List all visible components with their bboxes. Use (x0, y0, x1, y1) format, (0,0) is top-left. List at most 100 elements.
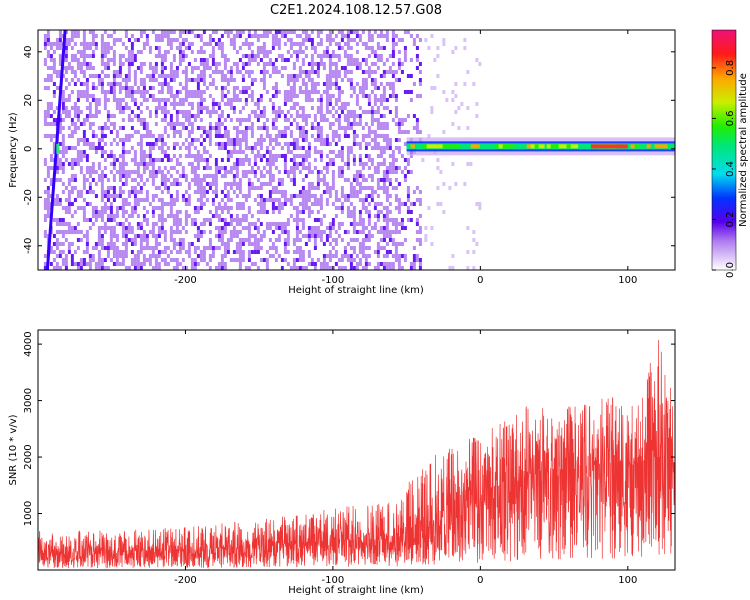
heatmap-cell (64, 58, 68, 62)
heatmap-cell (157, 222, 161, 226)
heatmap-cell (217, 106, 221, 110)
heatmap-cell (250, 190, 254, 194)
heatmap-cell (370, 246, 374, 250)
heatmap-cell (184, 174, 188, 178)
heatmap-cell (112, 218, 116, 222)
heatmap-cell (130, 226, 134, 230)
heatmap-cell (115, 258, 119, 262)
heatmap-cell (280, 190, 284, 194)
heatmap-cell (238, 118, 242, 122)
heatmap-cell (58, 258, 62, 262)
heatmap-cell (373, 206, 377, 210)
heatmap-cell (223, 62, 227, 66)
heatmap-cell (145, 206, 149, 210)
heatmap-cell (274, 38, 278, 42)
heatmap-cell (118, 182, 122, 186)
heatmap-cell (70, 58, 74, 62)
heatmap-cell (214, 158, 218, 162)
heatmap-cell (46, 98, 50, 102)
heatmap-cell (124, 98, 128, 102)
heatmap-cell (286, 94, 290, 98)
heatmap-cell (160, 98, 164, 102)
heatmap-cell (103, 162, 107, 166)
heatmap-cell (304, 110, 308, 114)
heatmap-cell (88, 30, 92, 34)
heatmap-cell (172, 230, 176, 234)
heatmap-cell (91, 102, 95, 106)
heatmap-cell (289, 86, 293, 90)
heatmap-cell (52, 146, 56, 150)
heatmap-cell (328, 54, 332, 58)
heatmap-cell (292, 102, 296, 106)
heatmap-cell (373, 178, 377, 182)
heatmap-cell (325, 162, 329, 166)
heatmap-cell (361, 214, 365, 218)
heatmap-cell (217, 226, 221, 230)
heatmap-cell (121, 190, 125, 194)
heatmap-cell (229, 218, 233, 222)
heatmap-cell (277, 238, 281, 242)
heatmap-cell (160, 226, 164, 230)
heatmap-cell (265, 190, 269, 194)
heatmap-cell (289, 170, 293, 174)
heatmap-cell (163, 130, 167, 134)
heatmap-cell (163, 110, 167, 114)
heatmap-cell (307, 170, 311, 174)
heatmap-cell (124, 230, 128, 234)
heatmap-cell (325, 242, 329, 246)
heatmap-cell (160, 186, 164, 190)
heatmap-cell (217, 262, 221, 266)
heatmap-cell (100, 78, 104, 82)
heatmap-cell (175, 178, 179, 182)
heatmap-cell (229, 110, 233, 114)
heatmap-cell (304, 194, 308, 198)
heatmap-cell (223, 82, 227, 86)
heatmap-cell (133, 250, 137, 254)
heatmap-cell (199, 186, 203, 190)
heatmap-cell (184, 210, 188, 214)
heatmap-cell (280, 226, 284, 230)
heatmap-cell (334, 34, 338, 38)
heatmap-cell (313, 150, 317, 154)
heatmap-cell (61, 146, 65, 150)
heatmap-cell (118, 42, 122, 46)
heatmap-cell (256, 74, 260, 78)
heatmap-cell (199, 30, 203, 34)
heatmap-cell (367, 250, 371, 254)
heatmap-cell (124, 134, 128, 138)
heatmap-cell (112, 42, 116, 46)
heatmap-cell (142, 242, 146, 246)
heatmap-cell (289, 250, 293, 254)
heatmap-cell (328, 70, 332, 74)
heatmap-cell (163, 74, 167, 78)
heatmap-cell (373, 154, 377, 158)
heatmap-cell (91, 110, 95, 114)
heatmap-cell (169, 174, 173, 178)
heatmap-cell (316, 170, 320, 174)
heatmap-cell (73, 98, 77, 102)
heatmap-cell (310, 106, 314, 110)
heatmap-cell (97, 170, 101, 174)
heatmap-cell (130, 126, 134, 130)
heatmap-cell (340, 114, 344, 118)
heatmap-cell (46, 206, 50, 210)
heatmap-cell (130, 70, 134, 74)
heatmap-cell (61, 170, 65, 174)
heatmap-cell (115, 50, 119, 54)
heatmap-cell (43, 226, 47, 230)
heatmap-cell (46, 38, 50, 42)
heatmap-cell (355, 82, 359, 86)
heatmap-cell (172, 122, 176, 126)
heatmap-cell (226, 58, 230, 62)
heatmap-cell (64, 262, 68, 266)
heatmap-cell (232, 66, 236, 70)
heatmap-cell (61, 242, 65, 246)
heatmap-cell (208, 266, 212, 270)
heatmap-cell (118, 174, 122, 178)
heatmap-cell (61, 222, 65, 226)
heatmap-cell (334, 238, 338, 242)
heatmap-cell (79, 174, 83, 178)
heatmap-cell (304, 118, 308, 122)
heatmap-cell (229, 230, 233, 234)
heatmap-cell (214, 214, 218, 218)
